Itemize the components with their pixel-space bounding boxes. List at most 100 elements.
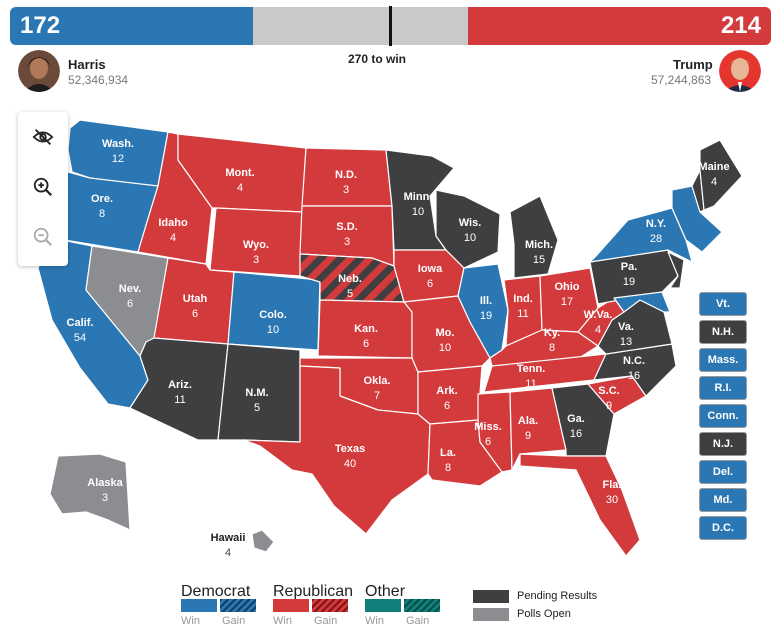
legend-rep-gain bbox=[312, 599, 348, 612]
state-alaska[interactable] bbox=[49, 453, 131, 531]
state-abbr-label: Ark. bbox=[436, 385, 457, 397]
state-abbr-label: Alaska bbox=[87, 477, 123, 489]
state-ev-label: 3 bbox=[102, 492, 108, 504]
state-abbr-label: Calif. bbox=[67, 317, 94, 329]
legend-rep-gain-label: Gain bbox=[314, 615, 338, 627]
state-abbr-label: Neb. bbox=[338, 273, 362, 285]
state-ev-label: 19 bbox=[623, 276, 635, 288]
state-ev-label: 10 bbox=[439, 342, 451, 354]
state-ev-label: 5 bbox=[254, 402, 260, 414]
state-ev-label: 3 bbox=[343, 184, 349, 196]
state-abbr-label: Ore. bbox=[91, 193, 113, 205]
state-ev-label: 6 bbox=[427, 278, 433, 290]
trump-name: Trump bbox=[673, 57, 713, 72]
state-abbr-label: Mich. bbox=[525, 239, 553, 251]
state-abbr-label: Okla. bbox=[364, 375, 391, 387]
state-ev-label: 11 bbox=[517, 308, 528, 320]
state-ev-label: 4 bbox=[237, 182, 243, 194]
state-ev-label: 10 bbox=[412, 206, 424, 218]
state-abbr-label: Ga. bbox=[567, 413, 585, 425]
small-state-button[interactable]: N.H. bbox=[699, 320, 747, 344]
rep-ev-count: 214 bbox=[720, 12, 761, 39]
state-ev-label: 6 bbox=[363, 338, 369, 350]
state-abbr-label: Kan. bbox=[354, 323, 378, 335]
zoom-in-button[interactable] bbox=[18, 162, 68, 212]
state-maryland[interactable] bbox=[613, 291, 671, 313]
state-alabama[interactable] bbox=[509, 387, 567, 471]
legend-other-gain-label: Gain bbox=[406, 615, 430, 627]
state-michigan[interactable] bbox=[509, 195, 559, 279]
state-abbr-label: Colo. bbox=[259, 309, 287, 321]
state-abbr-label: Ariz. bbox=[168, 379, 192, 391]
trump-votes: 57,244,863 bbox=[651, 73, 712, 87]
legend-dem-win bbox=[181, 599, 217, 612]
harris-name: Harris bbox=[68, 57, 106, 72]
small-state-button[interactable]: N.J. bbox=[699, 432, 747, 456]
legend-other-win bbox=[365, 599, 401, 612]
threshold-marker bbox=[389, 6, 392, 46]
eye-slash-icon bbox=[32, 129, 54, 145]
rep-ev-bar: 214 bbox=[468, 7, 771, 45]
state-abbr-label: S.D. bbox=[336, 221, 357, 233]
state-ev-label: 7 bbox=[374, 390, 380, 402]
small-state-button[interactable]: R.I. bbox=[699, 376, 747, 400]
state-abbr-label: S.C. bbox=[598, 385, 619, 397]
threshold-label: 270 to win bbox=[348, 52, 407, 66]
legend-rep-win-label: Win bbox=[273, 615, 292, 627]
state-ev-label: 4 bbox=[711, 176, 717, 188]
state-labels: Wash.12Ore.8Calif.54Nev.6Idaho4Mont.4Wyo… bbox=[67, 138, 730, 559]
legend-dem-win-label: Win bbox=[181, 615, 200, 627]
small-state-button[interactable]: Mass. bbox=[699, 348, 747, 372]
dem-ev-count: 172 bbox=[20, 12, 61, 39]
state-abbr-label: Ill. bbox=[480, 295, 492, 307]
state-abbr-label: Ky. bbox=[544, 327, 560, 339]
state-abbr-label: Fla. bbox=[603, 479, 622, 491]
state-abbr-label: Ala. bbox=[518, 415, 538, 427]
state-ev-label: 9 bbox=[525, 430, 531, 442]
map-controls bbox=[18, 112, 68, 266]
legend-other-win-label: Win bbox=[365, 615, 384, 627]
state-ev-label: 12 bbox=[112, 153, 124, 165]
state-abbr-label: N.C. bbox=[623, 355, 645, 367]
state-abbr-label: Iowa bbox=[418, 263, 443, 275]
small-state-button[interactable]: Md. bbox=[699, 488, 747, 512]
state-abbr-label: La. bbox=[440, 447, 456, 459]
state-abbr-label: Wis. bbox=[459, 217, 482, 229]
small-state-button[interactable]: Conn. bbox=[699, 404, 747, 428]
legend-other-gain bbox=[404, 599, 440, 612]
state-abbr-label: Mont. bbox=[225, 167, 254, 179]
legend-pending-swatch bbox=[473, 590, 509, 603]
state-abbr-label: Texas bbox=[335, 443, 365, 455]
state-wisconsin[interactable] bbox=[435, 189, 501, 269]
state-ev-label: 16 bbox=[570, 428, 582, 440]
state-texas[interactable] bbox=[243, 365, 431, 535]
state-ev-label: 19 bbox=[480, 310, 492, 322]
harris-avatar bbox=[18, 50, 60, 92]
state-ev-label: 8 bbox=[99, 208, 105, 220]
state-ev-label: 4 bbox=[225, 547, 231, 559]
state-ev-label: 3 bbox=[344, 236, 350, 248]
state-florida[interactable] bbox=[519, 453, 641, 557]
small-state-button[interactable]: D.C. bbox=[699, 516, 747, 540]
state-hawaii[interactable] bbox=[251, 529, 275, 553]
state-new-york[interactable] bbox=[589, 207, 693, 263]
state-maine[interactable] bbox=[699, 139, 743, 211]
small-state-button[interactable]: Vt. bbox=[699, 292, 747, 316]
state-abbr-label: Ohio bbox=[554, 281, 579, 293]
state-abbr-label: Hawaii bbox=[211, 532, 246, 544]
hide-labels-button[interactable] bbox=[18, 112, 68, 162]
small-state-button[interactable]: Del. bbox=[699, 460, 747, 484]
state-ev-label: 13 bbox=[620, 336, 632, 348]
state-ev-label: 4 bbox=[595, 324, 601, 336]
state-abbr-label: Utah bbox=[183, 293, 208, 305]
zoom-out-button[interactable] bbox=[18, 212, 68, 262]
legend-rep-title: Republican bbox=[273, 583, 354, 600]
state-ev-label: 6 bbox=[192, 308, 198, 320]
state-new-jersey[interactable] bbox=[667, 251, 685, 289]
state-ev-label: 6 bbox=[485, 436, 491, 448]
state-ev-label: 11 bbox=[174, 394, 185, 406]
state-abbr-label: Wash. bbox=[102, 138, 134, 150]
state-ev-label: 4 bbox=[170, 232, 176, 244]
legend-dem-gain-label: Gain bbox=[222, 615, 246, 627]
state-ev-label: 17 bbox=[561, 296, 573, 308]
